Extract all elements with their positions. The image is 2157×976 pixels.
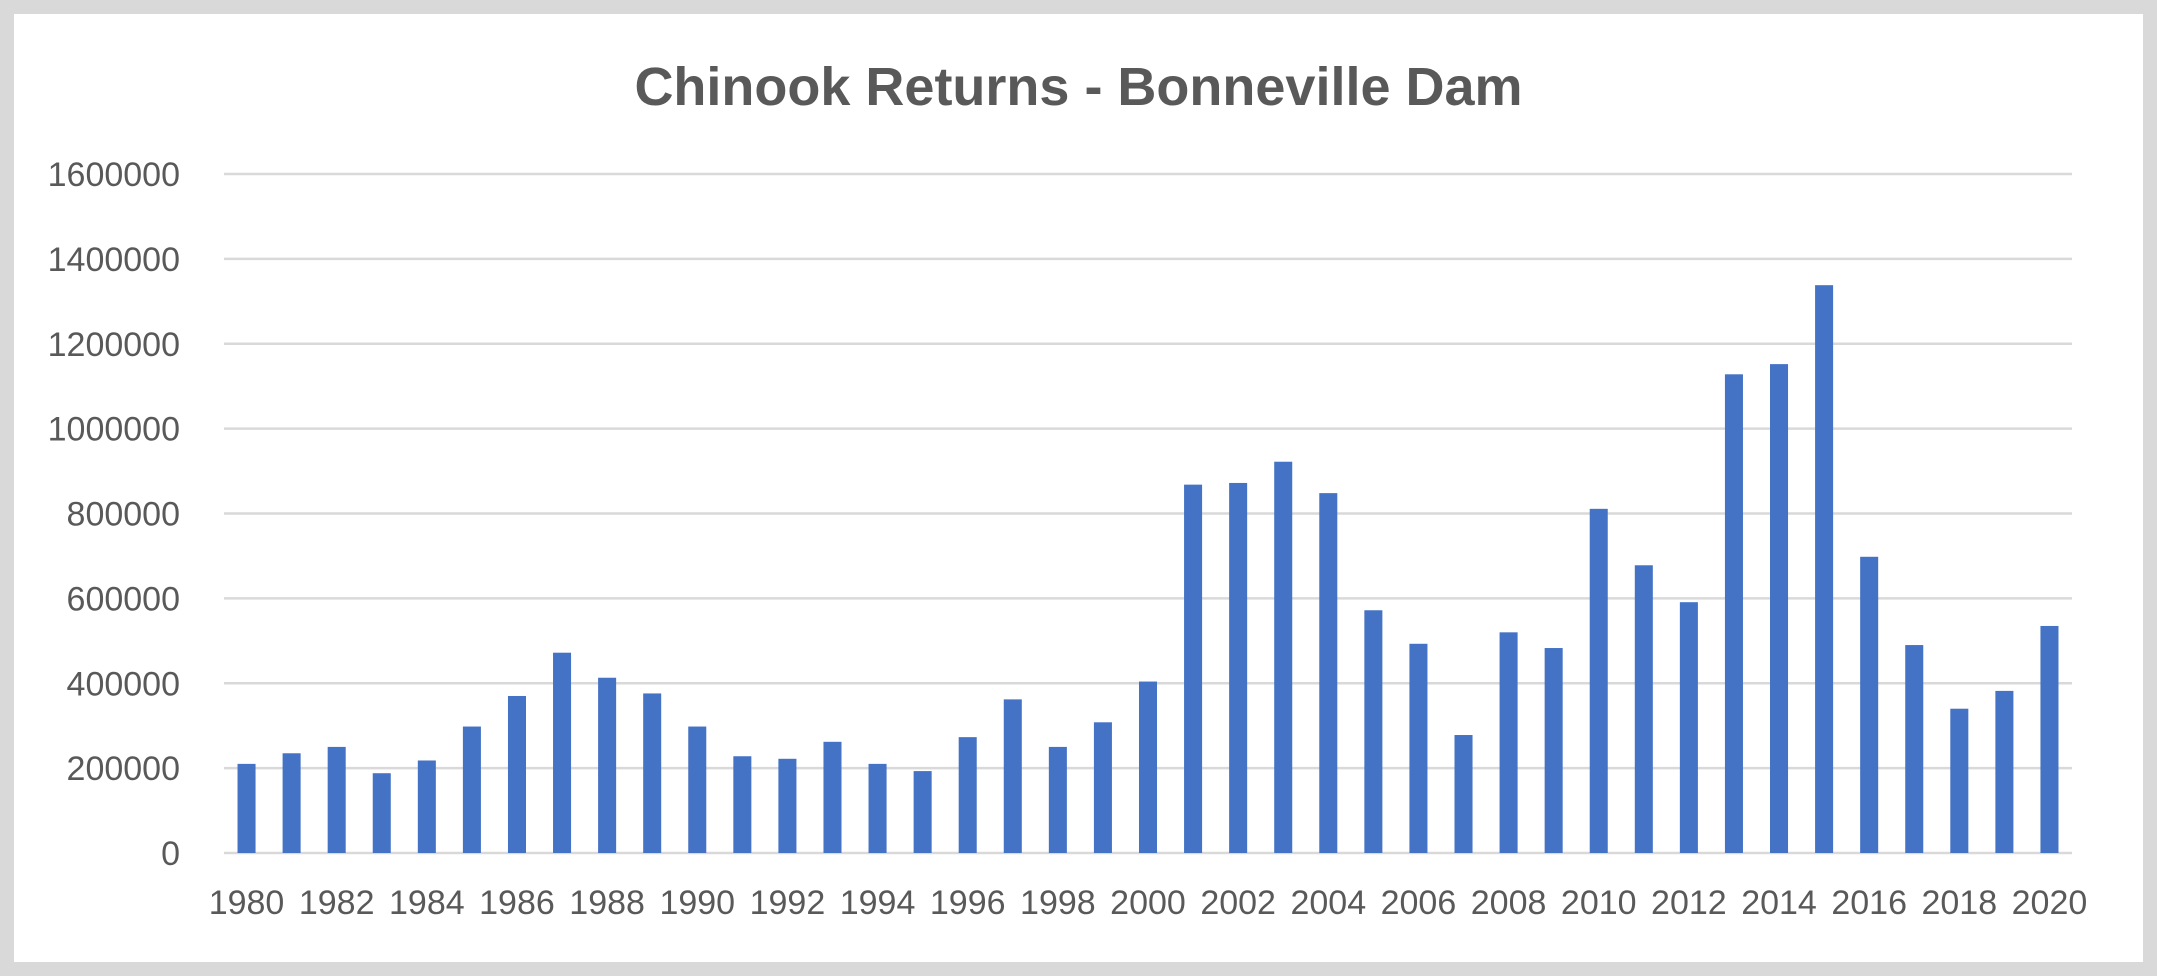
bar-2019 [1995, 690, 2014, 853]
bar-2013 [1724, 374, 1743, 853]
bar-1990 [688, 726, 707, 853]
bar-1982 [327, 746, 346, 853]
chart-title: Chinook Returns - Bonneville Dam [634, 57, 1523, 117]
bar-1999 [1093, 722, 1112, 853]
bar-2003 [1274, 461, 1293, 853]
bar-2002 [1229, 482, 1248, 853]
x-tick-label: 2016 [1831, 884, 1907, 922]
bar-1995 [913, 771, 932, 853]
bar-1984 [417, 760, 436, 853]
bar-1980 [237, 763, 256, 853]
x-tick-label: 2000 [1110, 884, 1186, 922]
bar-1996 [958, 737, 977, 853]
chart-frame: Chinook Returns - Bonneville Dam 0 200000… [14, 14, 2143, 962]
bar-1993 [823, 741, 842, 853]
bar-2011 [1634, 565, 1653, 853]
x-tick-label: 1994 [840, 884, 916, 922]
bar-1986 [507, 695, 526, 853]
x-tick-label: 2020 [2012, 884, 2088, 922]
x-tick-label: 2014 [1741, 884, 1817, 922]
y-tick-label: 1600000 [48, 156, 180, 194]
y-tick-label: 0 [161, 835, 180, 873]
bar-2010 [1589, 508, 1608, 853]
bar-2008 [1499, 632, 1518, 853]
x-tick-label: 1980 [209, 884, 285, 922]
y-tick-label: 200000 [67, 750, 180, 788]
bar-1987 [553, 652, 572, 853]
bar-2018 [1950, 708, 1969, 853]
y-tick-label: 1000000 [48, 411, 180, 449]
bar-1985 [462, 726, 481, 853]
y-tick-label: 400000 [67, 665, 180, 703]
y-tick-label: 800000 [67, 496, 180, 534]
bar-2007 [1454, 735, 1473, 853]
y-axis-ticks: 0 200000 400000 600000 800000 1000000 1200000 1… [48, 156, 180, 873]
x-tick-label: 1984 [389, 884, 465, 922]
y-tick-label: 1200000 [48, 326, 180, 364]
x-tick-label: 1986 [479, 884, 555, 922]
bar-1994 [868, 763, 887, 853]
x-tick-label: 2004 [1290, 884, 1366, 922]
bar-2012 [1679, 602, 1698, 853]
x-tick-label: 1996 [930, 884, 1006, 922]
bar-2020 [2040, 625, 2059, 853]
x-tick-label: 2018 [1921, 884, 1997, 922]
bar-2000 [1138, 681, 1158, 853]
bar-1991 [733, 756, 752, 853]
bar-2005 [1364, 610, 1383, 853]
bar-1992 [778, 758, 797, 853]
bar-2015 [1815, 285, 1834, 853]
bar-2006 [1409, 643, 1428, 853]
bar-2016 [1860, 556, 1879, 853]
bar-chart: 0 200000 400000 600000 800000 1000000 1200000 1… [48, 156, 2088, 922]
x-axis-ticks: 1980 1982 1984 1986 1988 1990 1992 1994 1996 1998… [209, 884, 2088, 922]
bar-2004 [1319, 493, 1338, 853]
x-tick-label: 1990 [659, 884, 735, 922]
bars [237, 285, 2059, 853]
x-tick-label: 2012 [1651, 884, 1727, 922]
x-tick-label: 1998 [1020, 884, 1096, 922]
x-tick-label: 1988 [569, 884, 645, 922]
bar-2014 [1770, 364, 1789, 853]
x-tick-label: 1982 [299, 884, 375, 922]
x-tick-label: 2010 [1561, 884, 1637, 922]
x-tick-label: 2006 [1381, 884, 1457, 922]
y-tick-label: 600000 [67, 580, 180, 618]
bar-1988 [598, 677, 617, 853]
bar-1998 [1048, 746, 1067, 853]
bar-2009 [1544, 648, 1563, 853]
y-tick-label: 1400000 [48, 241, 180, 279]
bar-2017 [1905, 645, 1924, 853]
x-tick-label: 2008 [1471, 884, 1547, 922]
x-tick-label: 1992 [750, 884, 826, 922]
bar-2001 [1184, 484, 1203, 853]
bar-1997 [1003, 699, 1022, 853]
bar-1981 [282, 753, 301, 853]
x-tick-label: 2002 [1200, 884, 1276, 922]
bar-1983 [372, 773, 391, 853]
bar-1989 [643, 693, 662, 853]
